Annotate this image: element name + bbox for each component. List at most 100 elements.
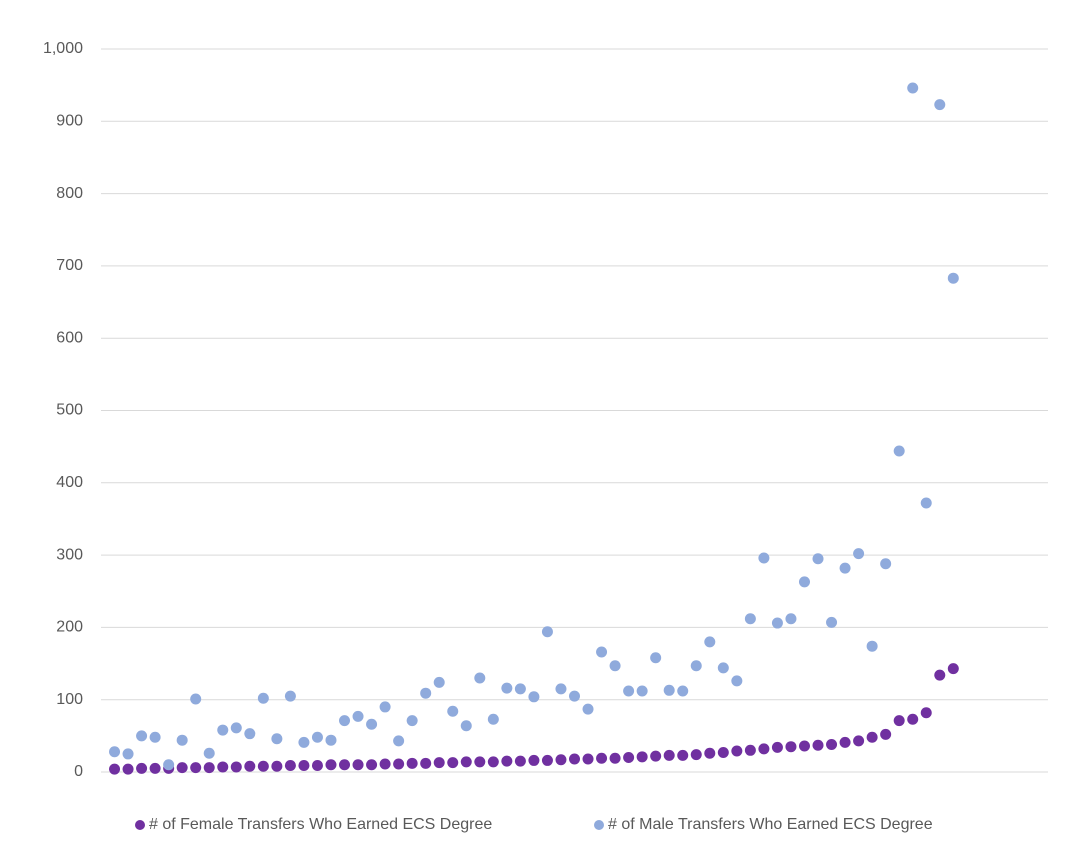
data-point: [677, 685, 689, 697]
legend-marker: [594, 820, 604, 830]
data-point: [839, 736, 851, 748]
y-tick-label: 800: [56, 185, 83, 202]
data-point: [284, 690, 296, 702]
data-point: [420, 687, 432, 699]
y-tick-label: 0: [74, 763, 83, 780]
data-point: [663, 749, 675, 761]
data-point: [826, 739, 838, 751]
data-point: [514, 683, 526, 695]
y-tick-label: 700: [56, 257, 83, 274]
data-point: [176, 762, 188, 774]
data-point: [582, 703, 594, 715]
data-point: [366, 718, 378, 730]
data-point: [596, 646, 608, 658]
y-tick-label: 300: [56, 546, 83, 563]
data-point: [122, 748, 134, 760]
data-point: [190, 762, 202, 774]
data-point: [244, 760, 256, 772]
y-tick-label: 400: [56, 474, 83, 491]
data-point: [447, 757, 459, 769]
data-point: [230, 722, 242, 734]
data-point: [339, 759, 351, 771]
data-point: [920, 497, 932, 509]
data-point: [907, 713, 919, 725]
data-point: [366, 759, 378, 771]
data-point: [947, 272, 959, 284]
data-point: [474, 756, 486, 768]
data-point: [880, 728, 892, 740]
y-tick-label: 1,000: [43, 40, 83, 57]
data-point: [798, 740, 810, 752]
data-point: [555, 683, 567, 695]
data-point: [771, 617, 783, 629]
data-point: [136, 762, 148, 774]
data-point: [257, 760, 269, 772]
data-point: [203, 762, 215, 774]
data-point: [812, 739, 824, 751]
data-point: [609, 752, 621, 764]
data-point: [311, 731, 323, 743]
data-point: [460, 756, 472, 768]
data-point: [487, 756, 499, 768]
data-point: [569, 753, 580, 765]
y-tick-label: 200: [56, 619, 83, 636]
data-point: [325, 734, 337, 746]
data-point: [785, 613, 797, 625]
data-point: [528, 691, 540, 703]
data-point: [907, 82, 919, 94]
data-point: [244, 728, 256, 740]
data-point: [582, 753, 594, 765]
data-point: [501, 682, 513, 694]
data-point: [731, 675, 743, 687]
data-point: [406, 715, 418, 727]
data-point: [839, 562, 851, 574]
data-point: [677, 749, 689, 761]
data-point: [393, 758, 405, 770]
data-point: [149, 762, 161, 774]
data-point: [136, 730, 148, 742]
data-point: [880, 558, 892, 570]
data-point: [311, 759, 323, 771]
data-point: [569, 690, 580, 702]
data-point: [758, 552, 770, 564]
data-point: [271, 733, 283, 745]
data-point: [623, 752, 635, 764]
data-point: [623, 685, 635, 697]
data-point: [717, 662, 729, 674]
data-point: [541, 626, 553, 638]
data-point: [771, 741, 783, 753]
data-point: [217, 724, 229, 736]
data-point: [826, 616, 838, 628]
data-point: [744, 613, 756, 625]
data-point: [501, 755, 513, 767]
data-point: [474, 672, 486, 684]
data-point: [893, 445, 905, 457]
data-point: [636, 751, 648, 763]
data-point: [325, 759, 337, 771]
data-point: [352, 710, 364, 722]
data-point: [487, 713, 499, 725]
data-point: [190, 693, 202, 705]
data-point: [298, 759, 310, 771]
data-point: [555, 754, 567, 766]
data-point: [257, 692, 269, 704]
data-point: [230, 761, 242, 773]
data-point: [217, 761, 229, 773]
legend-label: # of Female Transfers Who Earned ECS Deg…: [149, 816, 492, 833]
data-point: [393, 735, 405, 747]
data-point: [636, 685, 648, 697]
y-tick-label: 500: [56, 402, 83, 419]
data-point: [433, 676, 445, 688]
data-point: [109, 746, 121, 758]
data-point: [785, 741, 797, 753]
data-point: [690, 749, 702, 761]
data-point: [433, 757, 445, 769]
legend-label: # of Male Transfers Who Earned ECS Degre…: [608, 816, 933, 833]
data-point: [934, 99, 946, 111]
data-point: [379, 758, 391, 770]
data-point: [149, 731, 161, 743]
data-point: [920, 707, 932, 719]
data-point: [744, 744, 756, 756]
y-tick-label: 900: [56, 113, 83, 130]
